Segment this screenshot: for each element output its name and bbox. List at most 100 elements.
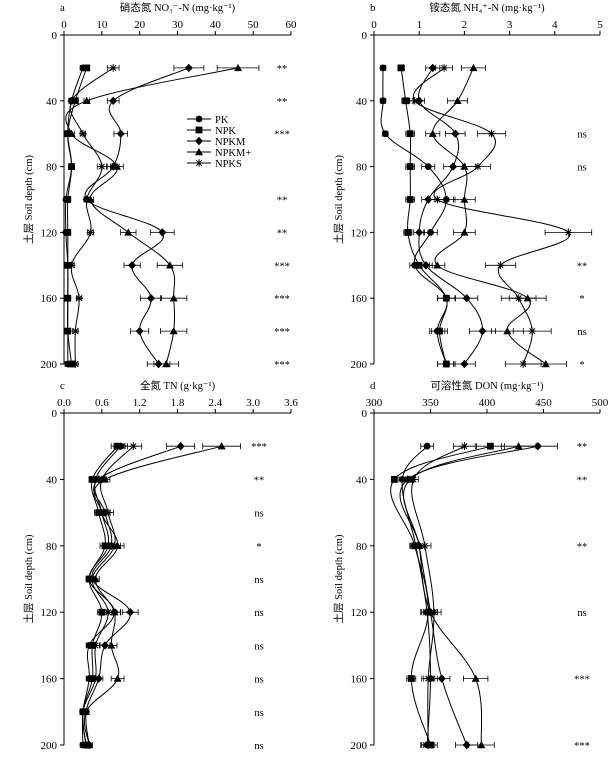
data-point [409,475,418,484]
data-point [424,674,433,683]
data-point [67,97,76,105]
data-point [523,294,532,302]
series-line [85,445,181,746]
x-tick-label: 1 [416,19,422,31]
data-point [116,129,125,138]
panel-a: 0 10 20 30 40 50 60 0 40 80 120 160 200 硝态氮 NO₃⁻-N (m… [22,1,297,371]
y-tick-label: 200 [41,740,58,752]
series-NPK [390,442,505,749]
x-tick-label: 0.0 [57,397,71,409]
data-point [88,476,96,483]
data-point [162,360,171,368]
significance-label: ** [254,475,265,486]
data-point-stroke [92,642,99,649]
series-NPKM [82,63,205,369]
data-point [430,608,438,616]
legend-marker [195,159,203,167]
data-point-stroke [410,476,417,483]
data-point [107,641,116,649]
significance-label: ns [254,641,263,652]
data-point [128,261,137,270]
data-point [514,294,523,302]
data-point [82,195,91,204]
data-point [64,229,72,236]
series-line [432,67,547,365]
y-tick-label: 160 [41,674,58,686]
series-line [82,445,134,746]
data-point [514,442,523,450]
significance-label: ns [577,608,586,619]
data-point [477,741,486,749]
data-point [449,162,458,171]
series-line [82,445,118,746]
chart-title: 铵态氮 NH₄⁺-N (mg·kg⁻¹) [429,1,545,14]
data-point [91,641,100,650]
data-point-stroke [111,542,118,549]
significance-label: ** [277,228,288,239]
y-tick-label: 40 [46,474,58,486]
legend-marker [195,136,203,146]
data-point [68,163,75,170]
data-point [424,163,432,171]
data-point [234,63,243,72]
data-point-stroke [565,229,572,236]
significance-label: ns [254,741,263,752]
legend-label: NPK [215,126,236,137]
data-point [423,442,431,450]
series-NPKM [399,442,558,750]
series-PK [379,64,456,368]
series-line [403,445,519,746]
data-point [460,162,469,170]
series-NPKS [67,64,120,368]
chart-title: 硝态氮 NO₃⁻-N (mg·kg⁻¹) [120,1,236,14]
x-tick-label: 60 [286,19,298,31]
series-line [399,445,539,746]
data-point [433,261,442,269]
data-point [440,64,448,72]
legend-marker [195,115,203,123]
data-point [104,508,112,517]
data-point [126,608,135,617]
series-NPKM+ [65,63,260,368]
data-point [390,476,398,483]
data-point [478,326,487,336]
significance-label: ns [577,327,586,338]
y-tick-label: 0 [52,30,58,42]
data-point [415,228,424,237]
significance-label: ns [254,575,263,586]
data-point-stroke [441,64,448,71]
y-tick-label: 120 [41,227,58,239]
y-tick-label: 40 [46,96,58,108]
data-point [124,228,133,236]
significance-label: ** [577,542,588,553]
data-point [147,294,156,303]
data-point-stroke [461,443,468,450]
series-line [418,67,484,365]
data-point [424,741,433,749]
data-point [379,97,387,105]
data-point [379,64,387,72]
x-tick-label: 400 [479,397,496,409]
y-axis-label: 土层 Soil depth (cm) [332,155,345,244]
y-tick-label: 200 [351,359,368,371]
y-tick-label: 200 [351,740,368,752]
data-point [433,195,442,204]
data-point [217,442,226,450]
data-point [436,327,443,335]
chart-title: 全氮 TN (g·kg⁻¹) [140,379,216,392]
series-line [380,67,448,365]
data-point [428,63,437,73]
data-point [165,261,174,269]
data-point-stroke [434,196,441,203]
significance-label: *** [274,360,290,371]
y-tick-label: 120 [351,607,368,619]
data-point-stroke [98,163,105,170]
y-axis-label: 土层 Soil depth (cm) [22,155,35,244]
legend-marker [195,126,203,134]
y-axis-label: 土层 Soil depth (cm) [332,534,345,623]
significance-label: *** [274,130,290,141]
x-tick-label: 30 [172,19,184,31]
series-PK [62,64,87,368]
